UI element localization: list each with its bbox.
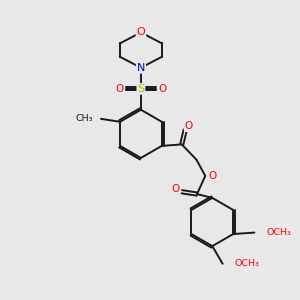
Text: CH₃: CH₃ — [75, 114, 93, 123]
Text: N: N — [137, 63, 145, 73]
Text: O: O — [208, 171, 217, 181]
Text: S: S — [137, 84, 145, 94]
Text: O: O — [158, 84, 167, 94]
Text: O: O — [136, 28, 145, 38]
Text: O: O — [171, 184, 179, 194]
Text: O: O — [185, 121, 193, 131]
Text: OCH₃: OCH₃ — [235, 259, 260, 268]
Text: O: O — [115, 84, 123, 94]
Text: OCH₃: OCH₃ — [267, 228, 292, 237]
